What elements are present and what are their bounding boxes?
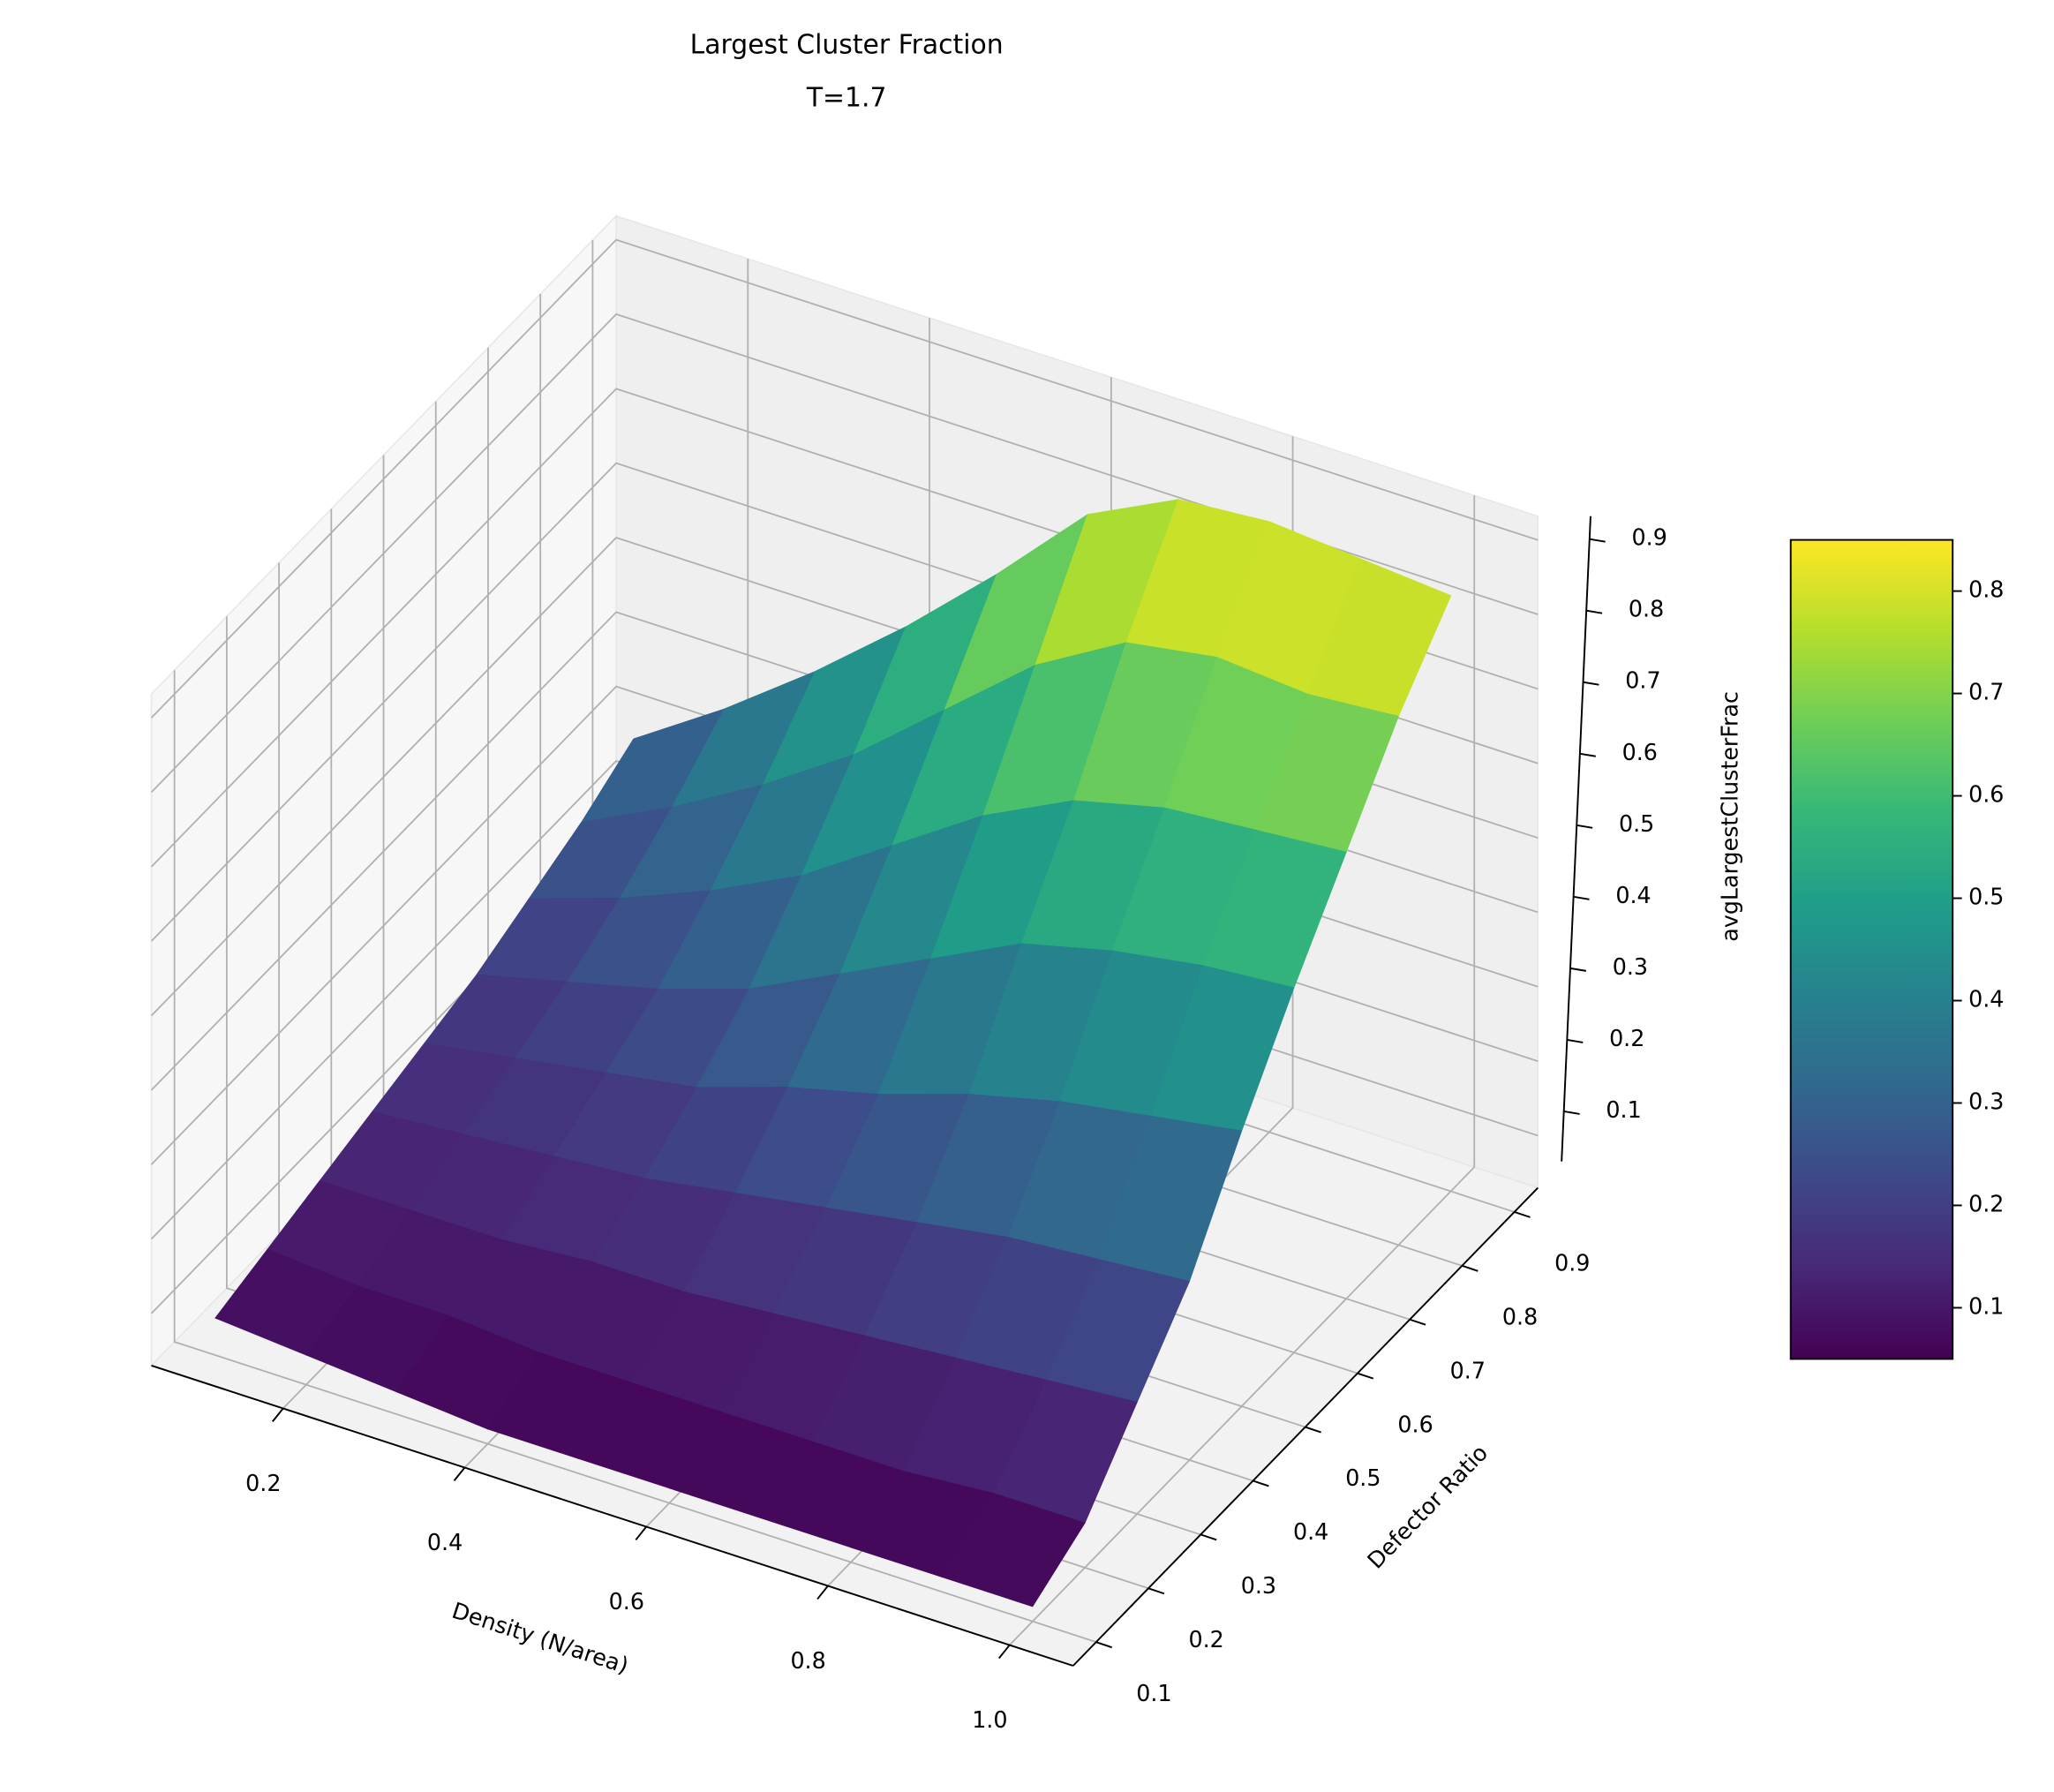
z-tick (1579, 752, 1596, 757)
z-tick-label: 0.1 (1606, 1096, 1641, 1123)
colorbar-tick-label: 0.1 (1968, 1292, 2004, 1319)
colorbar (1789, 538, 1954, 1360)
y-tick (1253, 1480, 1269, 1487)
grid-line (173, 670, 1097, 1644)
x-tick-label: 0.4 (427, 1529, 463, 1555)
x-tick (816, 1585, 829, 1600)
y-tick (1514, 1211, 1531, 1218)
z-tick (1576, 824, 1593, 829)
y-axis-label: Defector Ratio (1362, 1440, 1493, 1574)
y-tick (1409, 1318, 1426, 1326)
y-tick-label: 0.1 (1136, 1680, 1171, 1706)
y-tick (1147, 1587, 1165, 1595)
colorbar-tick-label: 0.2 (1968, 1190, 2004, 1216)
colorbar-tick-label: 0.5 (1968, 884, 2004, 910)
z-tick-label: 0.4 (1615, 882, 1651, 908)
z-tick-label: 0.7 (1625, 667, 1660, 694)
grid-line (150, 238, 1539, 719)
surface-face (941, 1493, 1086, 1608)
y-tick-label: 0.8 (1502, 1304, 1538, 1330)
y-tick-label: 0.3 (1241, 1572, 1276, 1599)
z-tick (1583, 681, 1599, 686)
z-tick (1586, 609, 1603, 614)
y-tick (1357, 1372, 1374, 1380)
colorbar-tick-label: 0.4 (1968, 986, 2004, 1013)
z-tick (1573, 895, 1590, 900)
z-axis-line (1561, 516, 1591, 1162)
x-tick (453, 1466, 466, 1482)
y-tick-label: 0.9 (1554, 1250, 1590, 1276)
plot-root: Largest Cluster Fraction T=1.7 0.2 0.4 0.6… (150, 30, 2004, 1733)
y-tick (1095, 1641, 1113, 1649)
y-tick-label: 0.6 (1397, 1411, 1433, 1437)
y-tick (1462, 1264, 1478, 1272)
z-tick-label: 0.9 (1632, 524, 1667, 551)
x-tick-label: 1.0 (972, 1706, 1007, 1733)
colorbar-tick-label: 0.6 (1968, 781, 2004, 808)
z-tick (1589, 538, 1606, 543)
chart-subtitle: T=1.7 (806, 82, 887, 113)
z-tick-label: 0.6 (1622, 739, 1658, 765)
x-axis-line (151, 1364, 1074, 1667)
x-tick (272, 1407, 284, 1423)
chart-title: Largest Cluster Fraction (690, 30, 1004, 61)
colorbar-tick-label: 0.7 (1968, 679, 2004, 705)
z-tick-label: 0.2 (1609, 1025, 1644, 1051)
x-tick-label: 0.2 (245, 1470, 281, 1496)
y-tick (1305, 1426, 1321, 1434)
x-tick-label: 0.8 (790, 1647, 825, 1674)
x-tick-label: 0.6 (609, 1588, 644, 1615)
x-tick (635, 1525, 647, 1541)
colorbar-tick-label: 0.3 (1968, 1088, 2004, 1114)
y-tick-label: 0.4 (1293, 1518, 1328, 1545)
x-axis-label: Density (N/area) (449, 1597, 632, 1679)
y-tick-label: 0.7 (1450, 1357, 1486, 1383)
x-tick (998, 1644, 1011, 1660)
colorbar-tick-label: 0.8 (1968, 576, 2004, 603)
z-tick (1569, 967, 1587, 972)
z-tick-label: 0.3 (1613, 953, 1648, 980)
z-tick (1563, 1110, 1580, 1115)
y-tick (1200, 1533, 1217, 1541)
z-tick-label: 0.8 (1629, 596, 1664, 622)
z-tick-label: 0.5 (1619, 810, 1654, 837)
y-tick-label: 0.2 (1189, 1626, 1224, 1653)
y-tick-label: 0.5 (1345, 1464, 1381, 1491)
z-tick (1567, 1038, 1584, 1043)
grid-line (1009, 495, 1476, 1646)
z-axis-label: avgLargestClusterFrac (1717, 691, 1743, 942)
